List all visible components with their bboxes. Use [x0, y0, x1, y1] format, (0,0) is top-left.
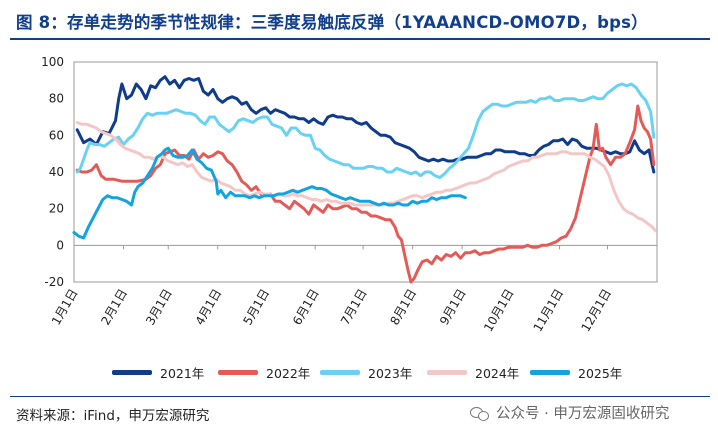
- footer-divider: [10, 396, 710, 397]
- x-tick-label: 8月1日: [387, 287, 419, 328]
- legend-label: 2023年: [368, 365, 413, 381]
- x-tick-label: 6月1日: [290, 287, 322, 328]
- legend-item: 2024年: [427, 358, 519, 386]
- chart-series: [72, 75, 657, 284]
- x-tick-label: 7月1日: [338, 287, 370, 328]
- y-tick-label: 80: [49, 92, 64, 106]
- x-tick-label: 11月1日: [531, 287, 567, 335]
- legend-swatch: [112, 369, 152, 375]
- x-tick-label: 3月1日: [143, 287, 175, 328]
- y-tick-label: 100: [41, 55, 64, 69]
- source-note: 资料来源：iFind，申万宏源研究: [16, 408, 210, 424]
- legend-swatch: [320, 369, 360, 375]
- wechat-icon: [470, 406, 490, 421]
- x-tick-label: 5月1日: [241, 287, 273, 328]
- legend-item: 2023年: [320, 358, 412, 386]
- legend-label: 2021年: [160, 365, 205, 381]
- line-chart: -20 0 20 40 60 80 100 1月1日 2月1日 3月1日 4月1日 5月1日 6月1日 7…: [41, 55, 658, 335]
- watermark: 公众号 · 申万宏源固收研究: [470, 402, 669, 423]
- series-line-2021年: [75, 75, 656, 174]
- series-line-2024年: [75, 121, 657, 233]
- legend-label: 2024年: [475, 365, 520, 381]
- x-tick-label: 10月1日: [481, 287, 517, 335]
- chart-legend: 2021年 2022年 2023年 2024年 2025年: [0, 358, 718, 386]
- x-tick-label: 9月1日: [437, 287, 469, 328]
- y-tick-label: 60: [49, 128, 64, 142]
- series-line-2022年: [75, 104, 656, 284]
- watermark-text: 公众号 · 申万宏源固收研究: [496, 406, 670, 422]
- chart-title: 图 8：存单走势的季节性规律：三季度易触底反弹（1YAAANCD-OMO7D，b…: [16, 13, 648, 32]
- legend-label: 2022年: [266, 365, 311, 381]
- series-line-2023年: [75, 82, 656, 179]
- legend-item: 2021年: [112, 358, 204, 386]
- x-tick-label: 12月1日: [579, 287, 615, 335]
- title-divider: [10, 38, 710, 40]
- y-tick-label: -20: [44, 275, 64, 289]
- y-tick-label: 0: [56, 238, 64, 252]
- x-tick-label: 1月1日: [49, 287, 81, 328]
- legend-swatch: [218, 369, 258, 375]
- legend-label: 2025年: [578, 365, 623, 381]
- legend-swatch: [530, 369, 570, 375]
- x-tick-label: 4月1日: [193, 287, 225, 328]
- legend-swatch: [427, 369, 467, 375]
- y-tick-label: 40: [49, 165, 64, 179]
- series-line-2025年: [72, 146, 467, 240]
- x-tick-label: 2月1日: [98, 287, 130, 328]
- legend-item: 2022年: [218, 358, 310, 386]
- plot-frame: [73, 61, 658, 283]
- y-tick-label: 20: [49, 202, 64, 216]
- legend-item: 2025年: [530, 358, 622, 386]
